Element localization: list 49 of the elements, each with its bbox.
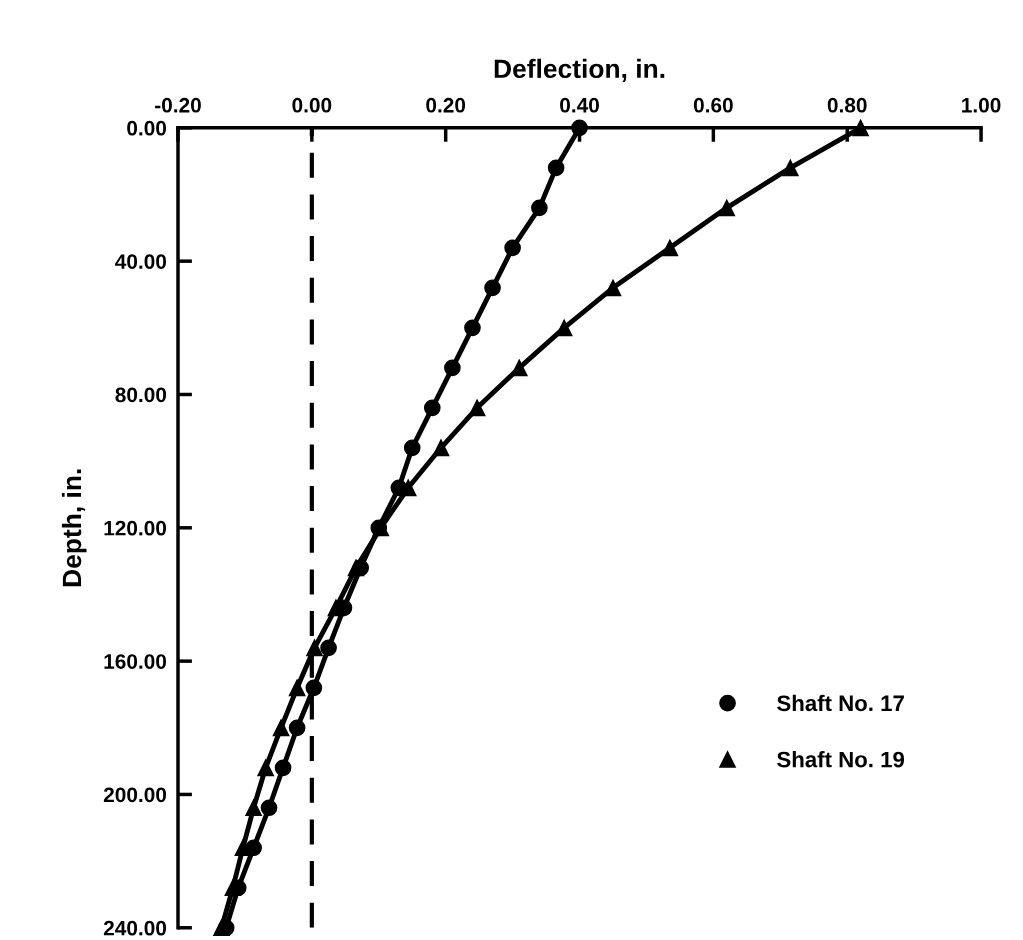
x-tick-label: 0.80 (827, 97, 867, 113)
point (504, 239, 521, 257)
point (468, 399, 486, 417)
point (260, 799, 278, 817)
point (288, 679, 306, 697)
y-tick-label: 240.00 (103, 920, 167, 936)
x-tick-label: 0.00 (292, 97, 332, 113)
point (305, 679, 323, 697)
point (347, 559, 365, 577)
legend-label: Shaft No. 17 (777, 694, 904, 712)
point (245, 799, 262, 817)
legend-label: Shaft No. 19 (777, 751, 905, 768)
x-axis-title: Deflection, in. (494, 58, 665, 82)
y-tick-label: 80.00 (115, 387, 167, 403)
point (288, 719, 306, 737)
point (718, 199, 736, 217)
y-tick-label: 120.00 (104, 520, 167, 536)
point (661, 239, 679, 257)
point (306, 639, 323, 657)
point (852, 119, 869, 137)
point (224, 879, 242, 897)
point (423, 399, 441, 417)
y-axis-title: Depth, in. (61, 469, 87, 587)
point (327, 599, 345, 617)
point (320, 639, 337, 657)
x-tick-label: 0.60 (693, 97, 733, 113)
point (274, 759, 292, 777)
point (484, 279, 501, 297)
point (213, 919, 230, 937)
x-tick-label: -0.20 (155, 97, 201, 113)
y-tick-label: 40.00 (115, 254, 167, 269)
point (571, 119, 588, 137)
point (464, 319, 481, 337)
point (399, 479, 417, 497)
point (531, 199, 548, 217)
point (432, 439, 450, 457)
point (444, 359, 461, 377)
point (547, 159, 565, 177)
point (403, 439, 421, 457)
point (257, 759, 275, 777)
point (781, 159, 799, 177)
x-tick-label: 0.20 (426, 97, 466, 113)
x-tick-label: 1.00 (962, 97, 1001, 113)
point (604, 279, 622, 297)
y-tick-label: 200.00 (103, 787, 167, 803)
x-tick-label: 0.40 (560, 97, 599, 113)
point (272, 719, 290, 737)
y-tick-label: 160.00 (104, 654, 167, 669)
y-tick-label: 0.00 (127, 120, 167, 136)
